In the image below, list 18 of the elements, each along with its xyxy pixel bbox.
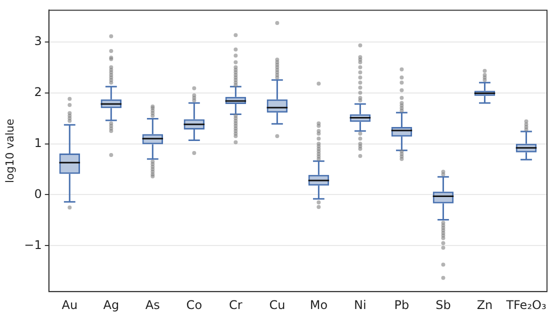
x-tick-label: TFe₂O₃	[505, 298, 546, 312]
y-tick-label: −1	[24, 238, 42, 252]
y-axis-title: log10 value	[3, 118, 16, 184]
x-tick-label: Ag	[103, 298, 120, 312]
x-tick-label: As	[145, 298, 160, 312]
y-tick-label: 1	[34, 136, 42, 150]
x-tick-label: Mo	[310, 298, 328, 312]
y-tick-label: 3	[34, 34, 42, 48]
y-tick-label: 2	[34, 84, 42, 99]
y-tick-label: 0	[34, 186, 42, 201]
x-tick-label: Sb	[436, 298, 451, 312]
x-tick-label: Cu	[269, 298, 286, 312]
x-tick-label: Ni	[354, 298, 366, 312]
x-tick-label: Co	[186, 298, 202, 312]
x-tick-label: Pb	[394, 298, 410, 312]
x-tick-label: Zn	[476, 298, 493, 312]
x-tick-label: Cr	[229, 298, 242, 312]
x-tick-label: Au	[62, 298, 78, 312]
